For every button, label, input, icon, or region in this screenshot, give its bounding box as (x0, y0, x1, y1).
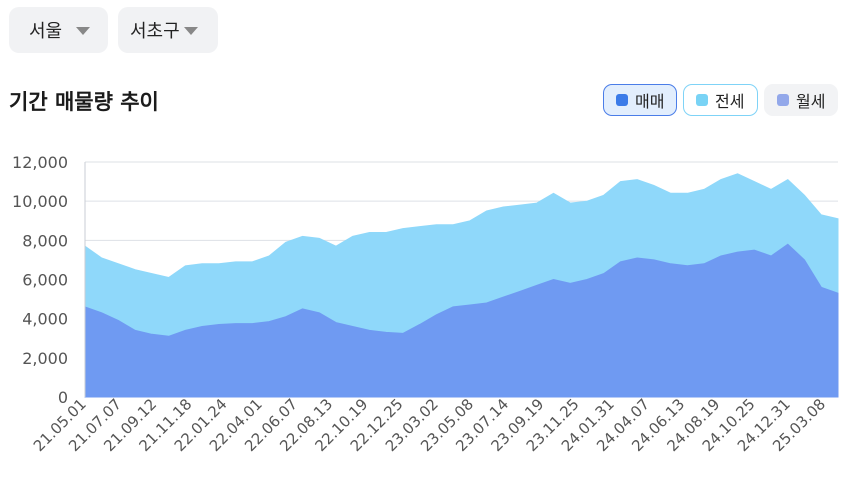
legend-swatch-jeonse (696, 94, 708, 106)
y-tick-label: 12,000 (12, 153, 68, 172)
region-dropdown[interactable]: 서울 (9, 7, 108, 53)
chevron-down-icon (76, 27, 91, 35)
y-axis: 0 2,000 4,000 6,000 8,000 10,000 12,000 (12, 153, 86, 407)
y-tick-label: 4,000 (22, 310, 68, 329)
section-title: 기간 매물량 추이 (9, 90, 159, 114)
district-dropdown-label: 서초구 (130, 21, 180, 42)
legend-label-sale: 매매 (635, 92, 665, 111)
legend-toggle-monthly[interactable]: 월세 (764, 84, 838, 116)
district-dropdown[interactable]: 서초구 (118, 7, 218, 53)
y-tick-label: 8,000 (22, 231, 68, 250)
y-tick-label: 10,000 (12, 192, 68, 211)
y-tick-label: 6,000 (22, 271, 68, 290)
legend-swatch-monthly (777, 94, 789, 106)
chart-areas (84, 173, 839, 398)
legend-swatch-sale (616, 94, 628, 106)
legend-label-jeonse: 전세 (715, 92, 745, 111)
area-series-매매 (84, 243, 839, 398)
legend-label-monthly: 월세 (796, 92, 826, 111)
legend-toggle-sale[interactable]: 매매 (603, 84, 677, 116)
y-tick-label: 0 (58, 388, 68, 407)
y-tick-label: 2,000 (22, 349, 68, 368)
chevron-down-icon (183, 27, 198, 35)
region-dropdown-label: 서울 (29, 21, 63, 42)
legend-toggle-jeonse[interactable]: 전세 (683, 84, 758, 116)
listing-volume-chart: 0 2,000 4,000 6,000 8,000 10,000 12,000 21.05.… (12, 153, 839, 455)
x-axis: 21.05.0121.07.0721.09.1221.11.1822.01.24… (30, 395, 829, 455)
